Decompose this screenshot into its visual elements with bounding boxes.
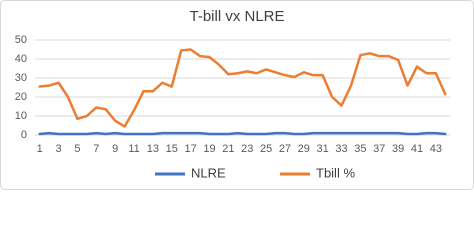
x-tick-label: 3 [56,143,62,155]
series-line [38,48,447,128]
chart-border [0,0,474,190]
y-tick-label: 50 [15,34,27,46]
x-tick-label: 23 [241,143,253,155]
legend-label: NLRE [191,165,226,180]
x-tick-label: 15 [166,143,178,155]
x-tick-label: 17 [185,143,197,155]
x-tick-label: 9 [112,143,118,155]
x-tick-label: 33 [335,143,347,155]
x-tick-label: 1 [37,143,43,155]
x-tick-label: 7 [93,143,99,155]
x-tick-label: 35 [354,143,366,155]
x-tick-label: 41 [411,143,423,155]
y-tick-label: 30 [15,72,27,84]
legend-label: Tbill % [316,165,355,180]
x-tick-label: 39 [392,143,404,155]
x-tick-label: 11 [128,143,139,155]
y-tick-label: 0 [21,129,27,141]
y-tick-label: 40 [15,53,27,65]
x-tick-label: 27 [279,143,291,155]
y-tick-label: 20 [15,91,27,103]
page: {"chart_data": {"type": "line", "title":… [0,0,474,190]
x-tick-label: 31 [317,143,329,155]
chart-title: T-bill vx NLRE [189,8,284,25]
x-tick-label: 13 [147,143,159,155]
y-tick-label: 10 [15,110,27,122]
x-tick-label: 21 [222,143,234,155]
x-tick-label: 19 [203,143,215,155]
x-tick-label: 29 [298,143,310,155]
x-tick-label: 43 [430,143,442,155]
series-line [38,131,447,136]
x-tick-label: 37 [373,143,385,155]
x-tick-label: 5 [74,143,80,155]
x-tick-label: 25 [260,143,272,155]
